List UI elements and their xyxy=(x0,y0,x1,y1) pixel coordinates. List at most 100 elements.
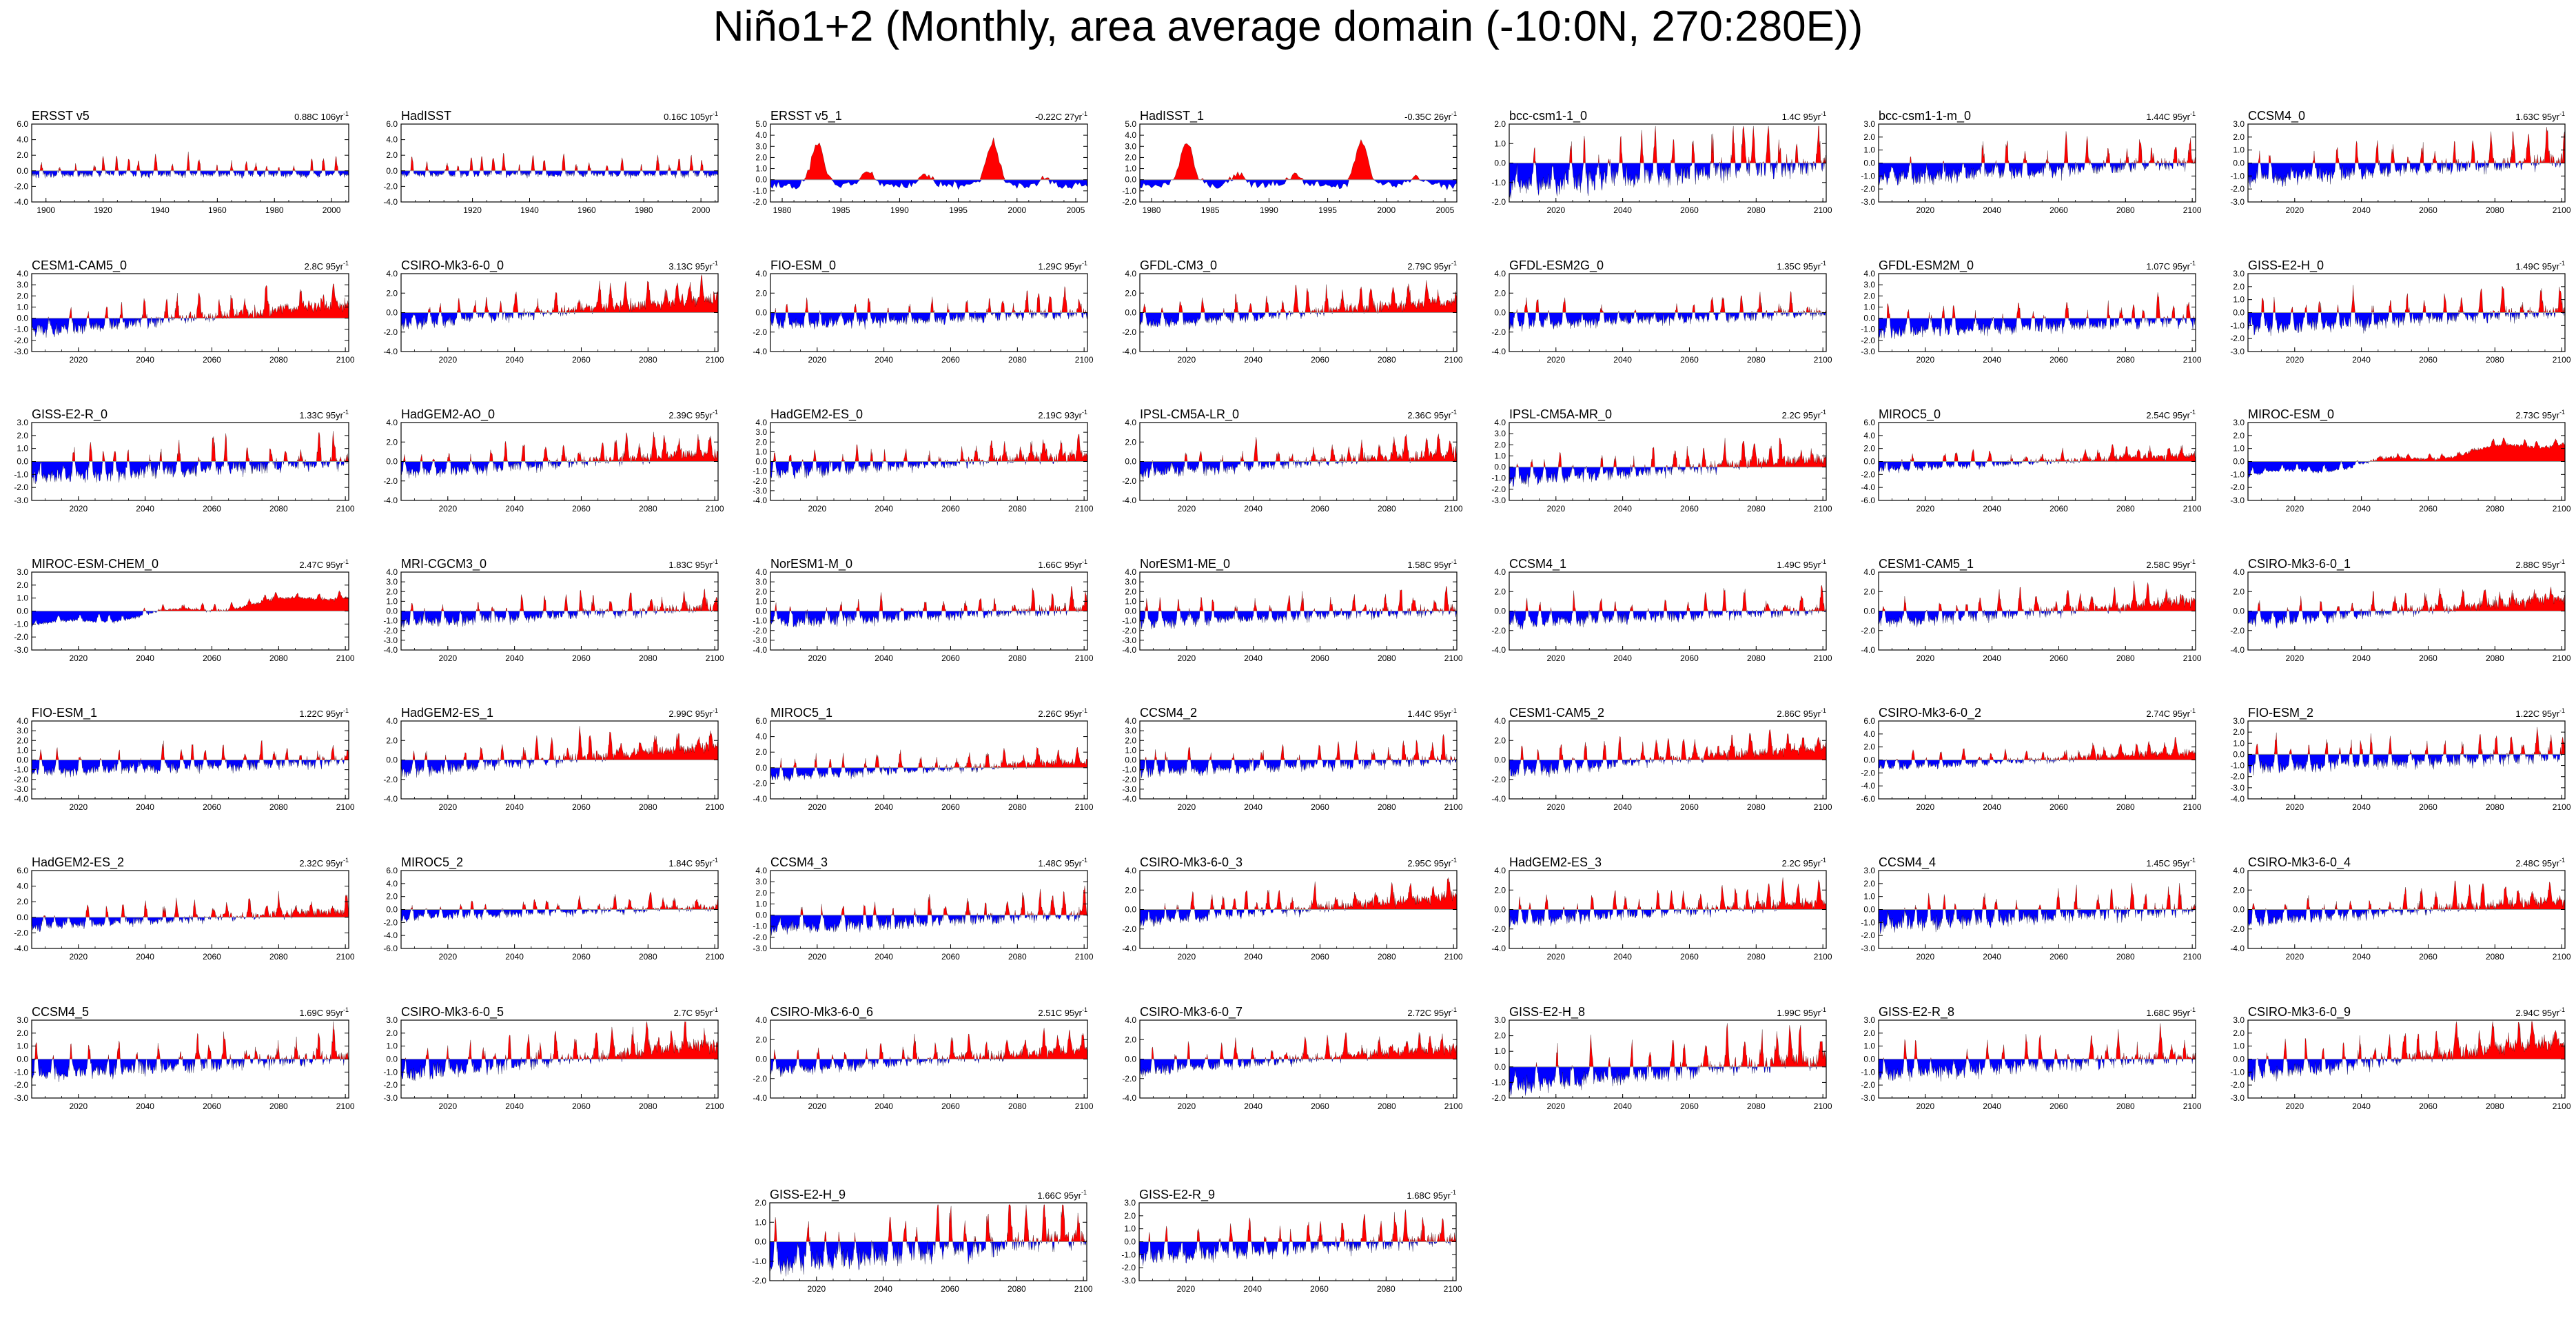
y-tick-label: 2.0 xyxy=(17,431,28,440)
positive-anomaly-area xyxy=(1139,1209,1456,1242)
x-tick-label: 2060 xyxy=(2419,653,2437,663)
x-tick-label: 2020 xyxy=(1916,355,1934,365)
y-tick-label: -2.0 xyxy=(1491,775,1506,784)
x-tick-label: 2100 xyxy=(706,952,724,962)
x-tick-label: 2020 xyxy=(1177,504,1196,514)
positive-anomaly-area xyxy=(770,1204,1087,1242)
y-tick-label: 0.0 xyxy=(1494,159,1506,168)
x-tick-label: 2080 xyxy=(2116,504,2135,514)
y-tick-label: -4.0 xyxy=(1122,347,1136,356)
x-tick-label: 2020 xyxy=(1916,802,1934,812)
x-tick-label: 1985 xyxy=(832,205,850,215)
y-tick-label: 0.0 xyxy=(2233,749,2245,759)
panel-title: HadISST xyxy=(401,109,451,123)
chart-panel: GISS-E2-H_0 1.49C 95yr-1 3.0 2.0 1.0 0.0 -1.0 -… xyxy=(2230,258,2571,365)
y-tick-label: 2.0 xyxy=(1494,885,1506,895)
y-tick-label: -2.0 xyxy=(1121,1263,1136,1272)
x-tick-label: 2020 xyxy=(1176,1284,1195,1294)
y-tick-label: -1.0 xyxy=(1861,325,1875,334)
positive-anomaly-area xyxy=(1140,280,1457,313)
plot-frame xyxy=(770,720,1088,800)
series-line xyxy=(31,891,349,932)
y-tick-label: -3.0 xyxy=(1861,347,1875,356)
y-tick-label: 3.0 xyxy=(2233,716,2245,726)
y-tick-label: 3.0 xyxy=(1494,1015,1506,1025)
y-tick-label: 4.0 xyxy=(755,567,767,577)
y-tick-label: 1.0 xyxy=(17,302,28,312)
x-tick-label: 2040 xyxy=(1613,205,1632,215)
negative-anomaly-area xyxy=(1140,461,1457,480)
x-tick-label: 1980 xyxy=(265,205,284,215)
trend-label: 1.44C 95yr-1 xyxy=(1407,707,1457,719)
x-tick-label: 2100 xyxy=(706,802,724,812)
x-tick-label: 2100 xyxy=(336,653,355,663)
y-tick-label: -2.0 xyxy=(753,476,767,486)
trend-label: 1.45C 95yr-1 xyxy=(2146,857,2196,868)
y-tick-label: 3.0 xyxy=(2233,269,2245,278)
positive-anomaly-area xyxy=(1879,131,2196,163)
x-tick-label: 2060 xyxy=(203,355,221,365)
x-tick-label: 2100 xyxy=(2183,952,2202,962)
x-tick-label: 2080 xyxy=(2116,952,2135,962)
y-tick-label: -2.0 xyxy=(383,327,398,337)
panel-title: ERSST v5 xyxy=(32,109,90,123)
panel-title: IPSL-CM5A-LR_0 xyxy=(1140,407,1239,422)
y-tick-label: -6.0 xyxy=(383,944,398,953)
x-tick-label: 2040 xyxy=(136,355,154,365)
x-tick-label: 2100 xyxy=(1814,504,1832,514)
negative-anomaly-area xyxy=(1879,163,2196,185)
y-tick-label: 3.0 xyxy=(17,280,28,289)
x-tick-label: 2020 xyxy=(1177,802,1196,812)
y-tick-label: -4.0 xyxy=(1491,645,1506,655)
y-tick-label: -4.0 xyxy=(383,347,398,356)
y-tick-label: -4.0 xyxy=(383,645,398,655)
series-line xyxy=(1509,125,1827,199)
x-tick-label: 2040 xyxy=(136,952,154,962)
chart-panel: ERSST v5_1 -0.22C 27yr-1 5.04.03.02.0 1.00.… xyxy=(753,109,1088,215)
y-tick-label: -4.0 xyxy=(1122,496,1136,505)
panel-title: GFDL-CM3_0 xyxy=(1140,258,1217,273)
negative-anomaly-area xyxy=(2248,909,2565,927)
x-tick-label: 2040 xyxy=(1983,205,2001,215)
panel-title: FIO-ESM_0 xyxy=(770,258,836,273)
chart-panel: MIROC-ESM_0 2.73C 95yr-1 3.0 2.0 1.0 0.0 -1.0 -… xyxy=(2230,407,2571,514)
y-tick-label: 4.0 xyxy=(1125,567,1136,577)
y-tick-label: 2.0 xyxy=(2233,587,2245,596)
y-tick-label: -2.0 xyxy=(1122,626,1136,636)
y-tick-label: 2.0 xyxy=(755,747,767,757)
y-tick-label: 0.0 xyxy=(386,607,398,616)
series-line xyxy=(1139,1032,1458,1077)
series-line xyxy=(770,585,1088,628)
positive-anomaly-area xyxy=(1509,877,1826,910)
chart-panel: CCSM4_4 1.45C 95yr-1 3.0 2.0 1.0 0.0 -1.0 -2.0 -… xyxy=(1861,855,2202,962)
trend-label: 1.69C 95yr-1 xyxy=(299,1006,349,1018)
chart-panel: GISS-E2-R_9 1.68C 95yr-1 3.0 2.0 1.0 0.0 -1.0 -… xyxy=(1121,1188,1462,1294)
y-tick-label: 2.0 xyxy=(2233,431,2245,440)
y-tick-label: 6.0 xyxy=(17,866,28,875)
y-tick-label: 1.0 xyxy=(1494,139,1506,148)
x-tick-label: 2020 xyxy=(807,1284,826,1294)
y-tick-label: -4.0 xyxy=(383,794,398,804)
y-tick-label: -1.0 xyxy=(2230,321,2245,330)
panel-title: GISS-E2-R_9 xyxy=(1139,1188,1215,1202)
chart-panel: MRI-CGCM3_0 1.83C 95yr-1 4.03.02.01.00.0-1… xyxy=(383,557,724,663)
y-tick-label: -2.0 xyxy=(753,933,767,942)
x-tick-label: 2100 xyxy=(1814,355,1832,365)
y-tick-label: 2.0 xyxy=(1863,742,1875,752)
plot-frame xyxy=(1139,123,1458,203)
y-tick-label: 0.0 xyxy=(1494,755,1506,765)
x-tick-label: 2020 xyxy=(808,504,826,514)
y-tick-label: 2.0 xyxy=(386,892,398,902)
y-tick-label: -3.0 xyxy=(14,645,28,655)
x-tick-label: 2080 xyxy=(1378,653,1396,663)
y-tick-label: -4.0 xyxy=(383,197,398,207)
x-tick-label: 2020 xyxy=(1546,802,1565,812)
y-tick-label: 2.0 xyxy=(386,437,398,447)
x-tick-label: 2020 xyxy=(438,653,457,663)
trend-label: 2.36C 95yr-1 xyxy=(1407,409,1457,420)
series-line xyxy=(770,1028,1088,1077)
x-tick-label: 2000 xyxy=(1008,205,1026,215)
y-tick-label: -1.0 xyxy=(1491,1077,1506,1087)
y-tick-label: 2.0 xyxy=(1125,885,1136,895)
panel-title: CESM1-CAM5_1 xyxy=(1879,557,1974,571)
